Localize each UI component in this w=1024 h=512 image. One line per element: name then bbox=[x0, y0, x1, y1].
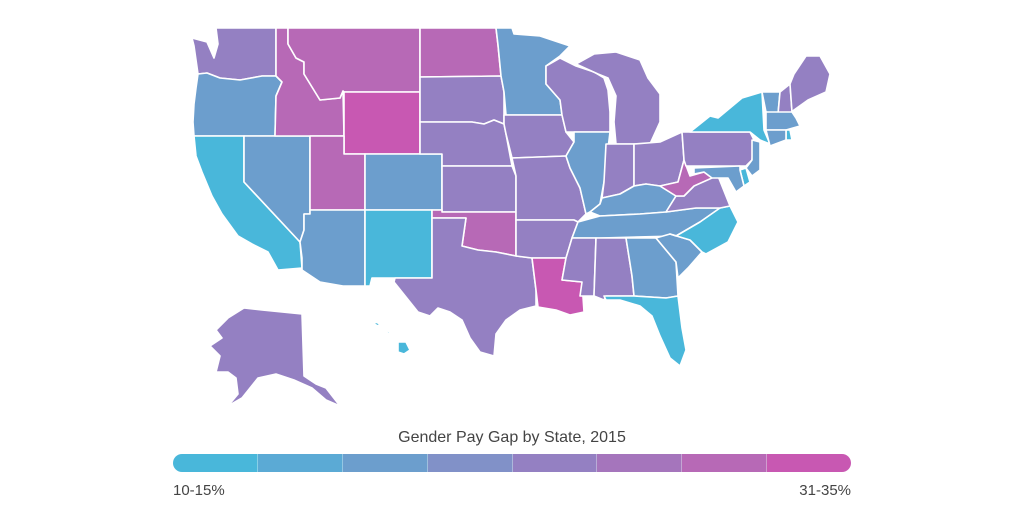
legend-swatch-3 bbox=[427, 454, 513, 472]
state-CO[interactable] bbox=[364, 153, 443, 211]
map-title: Gender Pay Gap by State, 2015 bbox=[398, 429, 626, 446]
state-CT[interactable] bbox=[765, 129, 787, 147]
legend-swatch-4 bbox=[512, 454, 598, 472]
state-RI[interactable] bbox=[785, 129, 793, 141]
state-PA[interactable] bbox=[681, 131, 755, 167]
state-NC[interactable] bbox=[669, 205, 739, 255]
state-KS[interactable] bbox=[441, 165, 517, 213]
state-WY[interactable] bbox=[343, 91, 421, 155]
state-AK[interactable] bbox=[209, 307, 341, 407]
state-WV[interactable] bbox=[659, 159, 713, 197]
legend-max-label: 31-35% bbox=[799, 482, 851, 499]
state-AZ[interactable] bbox=[299, 209, 366, 287]
state-MI[interactable] bbox=[575, 51, 661, 145]
color-legend-bar bbox=[173, 454, 851, 472]
state-SD[interactable] bbox=[419, 75, 505, 125]
legend-swatch-7 bbox=[767, 454, 851, 472]
state-OR[interactable] bbox=[192, 72, 283, 137]
legend-swatch-5 bbox=[597, 454, 683, 472]
state-WA[interactable] bbox=[191, 27, 277, 81]
state-HI-islands bbox=[373, 321, 381, 327]
state-HI[interactable] bbox=[397, 341, 411, 355]
state-FL[interactable] bbox=[603, 295, 687, 367]
state-VT[interactable] bbox=[761, 91, 781, 115]
state-NJ[interactable] bbox=[745, 139, 761, 177]
state-ND[interactable] bbox=[419, 27, 502, 78]
state-NY[interactable] bbox=[689, 91, 771, 145]
legend-swatch-1 bbox=[257, 454, 343, 472]
state-MA[interactable] bbox=[765, 111, 801, 131]
state-NM[interactable] bbox=[364, 209, 433, 287]
state-MD[interactable] bbox=[693, 165, 745, 193]
us-choropleth-map bbox=[191, 27, 831, 407]
legend-swatch-0 bbox=[173, 454, 258, 472]
legend-swatch-2 bbox=[342, 454, 428, 472]
legend-swatch-6 bbox=[682, 454, 768, 472]
state-WI[interactable] bbox=[545, 57, 611, 133]
state-ME[interactable] bbox=[789, 55, 831, 113]
state-TX[interactable] bbox=[393, 217, 537, 357]
legend-min-label: 10-15% bbox=[173, 482, 225, 499]
state-HI-islands2 bbox=[385, 329, 391, 335]
